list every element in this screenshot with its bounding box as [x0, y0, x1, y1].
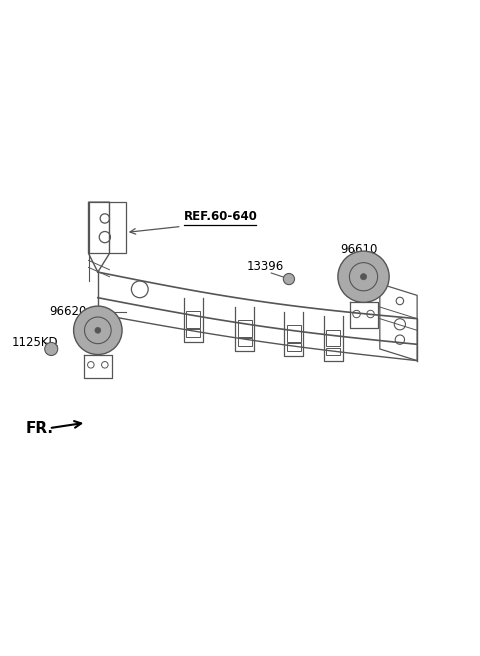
Circle shape — [360, 274, 367, 280]
Circle shape — [45, 342, 58, 356]
Text: 1125KD: 1125KD — [12, 337, 58, 350]
Text: 96620: 96620 — [49, 305, 86, 318]
Text: 96610: 96610 — [340, 243, 378, 256]
Bar — [287, 343, 300, 351]
Bar — [186, 329, 200, 337]
Bar — [326, 329, 340, 346]
Text: REF.60-640: REF.60-640 — [184, 210, 258, 223]
Circle shape — [73, 306, 122, 355]
Circle shape — [95, 327, 101, 333]
Bar — [238, 338, 252, 346]
Bar — [238, 320, 252, 337]
Circle shape — [338, 251, 389, 302]
Bar — [287, 325, 300, 342]
Circle shape — [283, 274, 295, 285]
Text: 13396: 13396 — [247, 260, 284, 273]
Text: FR.: FR. — [25, 420, 54, 436]
Bar — [186, 311, 200, 328]
Bar — [326, 348, 340, 356]
